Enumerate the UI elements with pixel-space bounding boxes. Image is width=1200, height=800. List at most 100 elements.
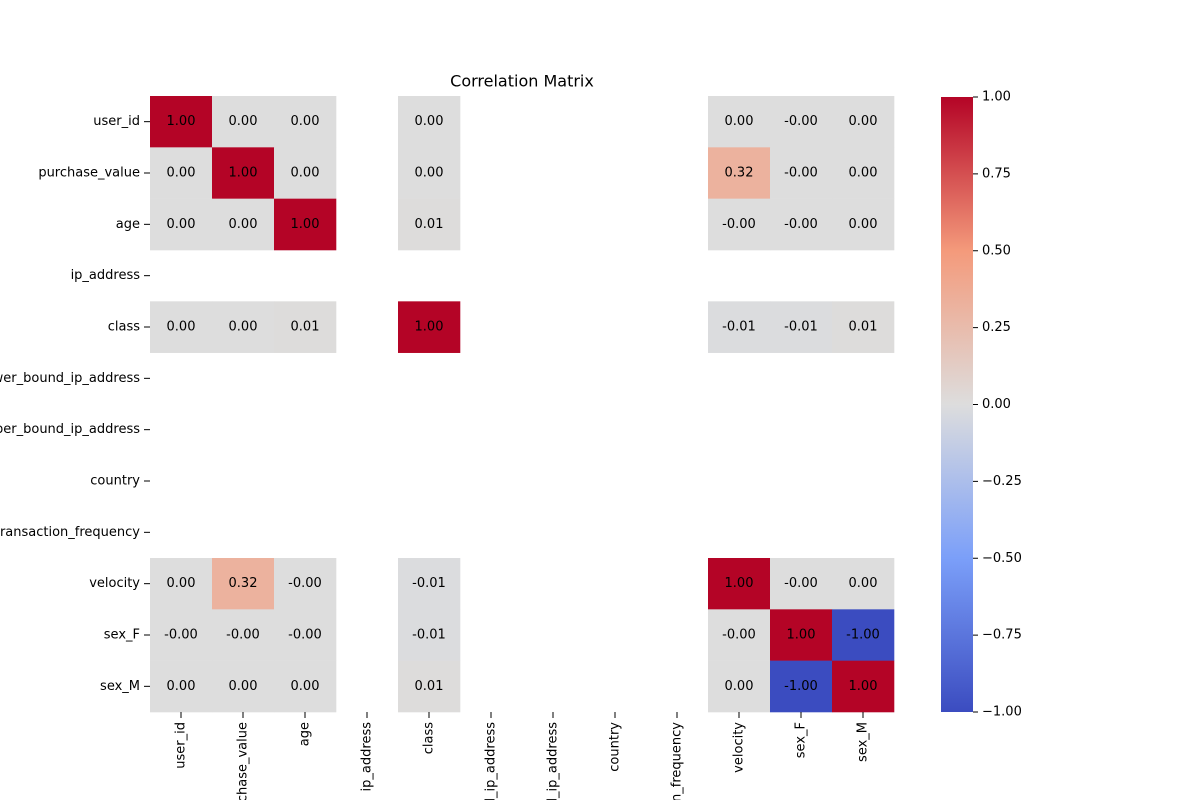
colorbar-tick-label: −0.25 xyxy=(982,474,1022,489)
y-tick-label: class xyxy=(108,320,140,335)
x-tick-label: transaction_frequency xyxy=(670,722,685,800)
cell-label: 0.00 xyxy=(229,217,258,232)
cell-label: 0.01 xyxy=(415,217,444,232)
heatmap-cell xyxy=(770,558,833,610)
heatmap-cell xyxy=(770,301,833,353)
heatmap-cell xyxy=(832,147,895,199)
heatmap-cell xyxy=(212,198,275,251)
x-tick-label: lower_bound_ip_address xyxy=(484,722,499,800)
cell-label: 1.00 xyxy=(415,320,444,335)
cell-label: 0.00 xyxy=(229,320,258,335)
cell-label: -0.01 xyxy=(784,320,818,335)
heatmap-cell xyxy=(398,660,461,713)
heatmap-cell xyxy=(274,198,337,251)
colorbar-tick-label: −1.00 xyxy=(982,705,1022,720)
cell-label: 0.00 xyxy=(849,217,878,232)
y-tick-label: sex_M xyxy=(100,679,140,694)
cell-label: 0.00 xyxy=(849,576,878,591)
cell-label: 0.00 xyxy=(167,679,196,694)
heatmap-cell xyxy=(212,147,275,199)
cell-label: -0.00 xyxy=(784,217,818,232)
x-tick-label: class xyxy=(422,722,437,754)
cell-label: 0.00 xyxy=(167,166,196,181)
heatmap-cell xyxy=(398,198,461,251)
heatmap-cell xyxy=(212,96,275,148)
cell-label: 1.00 xyxy=(787,628,816,643)
y-tick-label: velocity xyxy=(89,576,140,591)
heatmap-cell xyxy=(708,147,771,199)
heatmap-cell xyxy=(832,198,895,251)
heatmap-cell xyxy=(708,96,771,148)
heatmap-cell xyxy=(770,198,833,251)
cell-label: 1.00 xyxy=(167,114,196,129)
colorbar-tick-label: 0.75 xyxy=(982,166,1011,181)
heatmap-cell xyxy=(150,301,213,353)
heatmap-cell xyxy=(150,198,213,251)
cell-label: 1.00 xyxy=(291,217,320,232)
cell-label: 0.01 xyxy=(291,320,320,335)
cell-label: 0.00 xyxy=(291,114,320,129)
x-tick-label: upper_bound_ip_address xyxy=(546,722,561,800)
heatmap-cell xyxy=(150,147,213,199)
heatmap-cell xyxy=(708,609,771,661)
y-tick-label: user_id xyxy=(93,114,140,129)
cell-label: 0.32 xyxy=(725,166,754,181)
cell-label: -0.00 xyxy=(164,628,198,643)
heatmap-cell xyxy=(832,609,895,661)
heatmap-cell xyxy=(274,147,337,199)
y-tick-label: sex_F xyxy=(104,628,140,643)
y-tick-label: age xyxy=(116,217,140,232)
heatmap-cell xyxy=(770,660,833,713)
x-tick-label: velocity xyxy=(732,722,747,773)
cell-label: 0.00 xyxy=(849,114,878,129)
cell-label: -0.00 xyxy=(226,628,260,643)
heatmap-cell xyxy=(212,609,275,661)
chart-title: Correlation Matrix xyxy=(450,72,594,91)
y-tick-label: ip_address xyxy=(71,268,141,283)
colorbar-tick-label: 0.50 xyxy=(982,243,1011,258)
heatmap-cell xyxy=(150,96,213,148)
cell-label: 0.00 xyxy=(291,166,320,181)
y-tick-label: lower_bound_ip_address xyxy=(0,371,140,386)
x-tick-label: ip_address xyxy=(360,722,375,792)
heatmap-cell xyxy=(212,558,275,610)
heatmap-cell xyxy=(274,301,337,353)
heatmap-cell xyxy=(770,96,833,148)
cell-label: -0.00 xyxy=(722,628,756,643)
colorbar-tick-label: −0.50 xyxy=(982,551,1022,566)
heatmap-cell xyxy=(398,96,461,148)
heatmap-cell xyxy=(274,558,337,610)
heatmap-cell xyxy=(274,609,337,661)
cell-label: -0.00 xyxy=(784,166,818,181)
heatmap-cell xyxy=(398,147,461,199)
cell-label: 0.00 xyxy=(229,114,258,129)
y-tick-label: purchase_value xyxy=(38,166,140,181)
cell-label: 0.00 xyxy=(291,679,320,694)
cell-label: 1.00 xyxy=(229,166,258,181)
cell-label: 0.01 xyxy=(849,320,878,335)
colorbar-tick-label: 0.25 xyxy=(982,320,1011,335)
heatmap-cell xyxy=(708,301,771,353)
heatmap-cell xyxy=(150,609,213,661)
heatmap-cell xyxy=(708,660,771,713)
cell-label: -0.00 xyxy=(288,576,322,591)
heatmap-cell xyxy=(398,301,461,353)
heatmap-cell xyxy=(832,558,895,610)
cell-label: 0.00 xyxy=(849,166,878,181)
cell-label: 0.00 xyxy=(167,217,196,232)
cell-label: 1.00 xyxy=(849,679,878,694)
cell-label: -0.01 xyxy=(722,320,756,335)
cell-label: 0.32 xyxy=(229,576,258,591)
heatmap-cell xyxy=(150,558,213,610)
heatmap-cell xyxy=(832,660,895,713)
heatmap-cell xyxy=(770,609,833,661)
heatmap-cell xyxy=(398,558,461,610)
x-tick-label: purchase_value xyxy=(236,722,251,800)
x-tick-label: user_id xyxy=(174,722,189,769)
cell-label: -0.00 xyxy=(784,576,818,591)
cell-label: 0.00 xyxy=(167,576,196,591)
cell-label: 0.01 xyxy=(415,679,444,694)
cell-label: 0.00 xyxy=(415,166,444,181)
cell-label: -1.00 xyxy=(846,628,880,643)
